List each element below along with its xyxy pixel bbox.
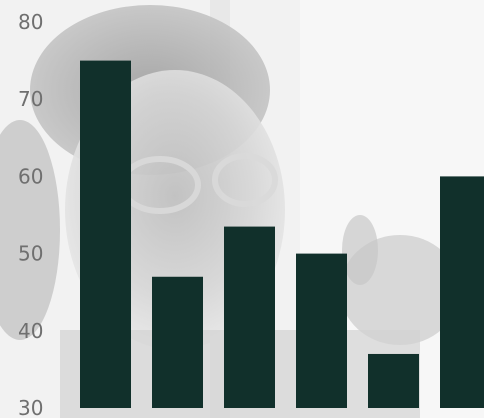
y-tick-label-70: 70 (18, 87, 43, 111)
bar-4 (296, 253, 347, 408)
y-axis: 30 40 50 60 70 80 (18, 10, 43, 418)
y-tick-label-60: 60 (18, 164, 43, 188)
y-tick-label-80: 80 (18, 10, 43, 34)
bar-1 (80, 60, 131, 408)
y-tick-label-30: 30 (18, 396, 43, 418)
bar-6 (440, 176, 484, 408)
y-tick-label-40: 40 (18, 319, 43, 343)
bar-2 (152, 276, 203, 408)
bar-3 (224, 226, 275, 408)
bar-5 (368, 353, 419, 408)
y-tick-label-50: 50 (18, 242, 43, 266)
bars (80, 60, 484, 408)
